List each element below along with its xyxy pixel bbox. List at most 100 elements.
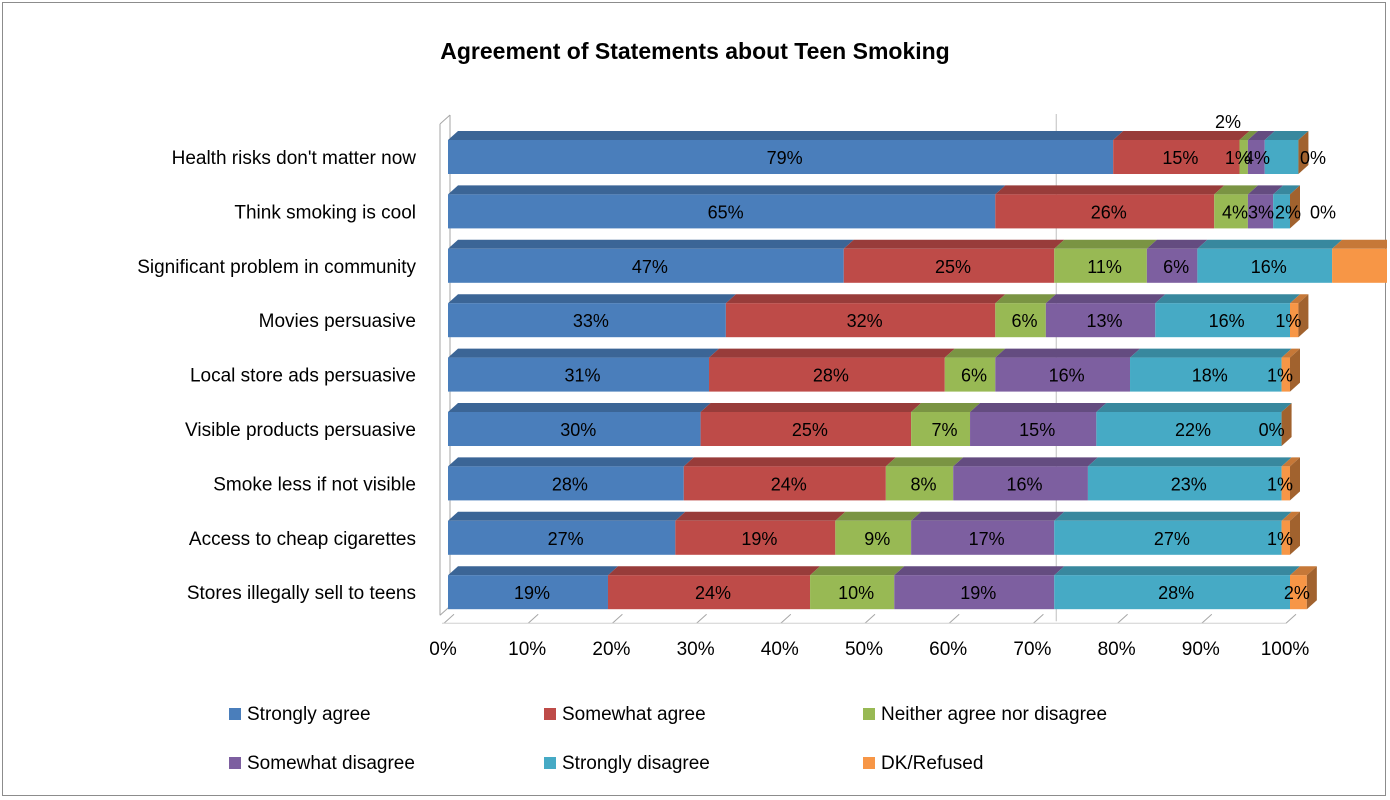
bar-segment — [448, 403, 711, 446]
bar-segment — [1247, 131, 1275, 174]
bar-top-face — [448, 239, 854, 249]
bar-segment — [448, 185, 1006, 229]
data-label: 28% — [552, 474, 588, 494]
legend-item: DK/Refused — [863, 753, 983, 774]
bar-segment — [1087, 457, 1292, 501]
stacked-bar-chart: Agreement of Statements about Teen Smoki… — [137, 38, 1387, 774]
data-label: 15% — [1019, 420, 1055, 440]
bar-segment — [1197, 239, 1343, 283]
category-label: Significant problem in community — [137, 257, 416, 278]
bar-top-face — [448, 511, 686, 521]
legend-label: DK/Refused — [881, 753, 983, 774]
data-label: 2% — [1215, 112, 1241, 132]
data-label: 0% — [1259, 420, 1285, 440]
bar-segment — [810, 566, 905, 610]
data-label: 79% — [767, 148, 803, 168]
bar-front-face — [810, 575, 895, 610]
floor-tick — [527, 613, 539, 624]
bar-segment — [1155, 294, 1300, 338]
bar-top-face — [1281, 457, 1300, 467]
data-label: 25% — [935, 257, 971, 277]
data-label: 19% — [741, 529, 777, 549]
data-label: 0% — [1310, 202, 1336, 222]
floor-tick — [780, 613, 792, 624]
bar-segment — [448, 239, 854, 283]
bar-top-face — [1273, 185, 1300, 195]
bar-front-face — [911, 520, 1055, 555]
bar-top-face — [1146, 239, 1208, 249]
data-label: 1% — [1225, 148, 1251, 168]
x-tick-label: 10% — [508, 639, 546, 660]
data-label: 4% — [1244, 148, 1270, 168]
data-label: 9% — [864, 529, 890, 549]
bar-front-face — [607, 575, 811, 610]
data-label: 6% — [1012, 311, 1038, 331]
x-axis-ticks: 0% 10% 20% 30% 40% 50% 60% 70% 80% 90% 100% — [429, 639, 1309, 660]
data-label: 65% — [708, 202, 744, 222]
bar-segment — [1054, 511, 1292, 555]
bar-side-face — [1290, 457, 1300, 501]
bar-segment — [709, 348, 955, 392]
bar-front-face — [995, 357, 1131, 392]
bar-top-face — [995, 348, 1141, 358]
bar-segment — [1264, 131, 1309, 174]
bar-top-face — [675, 511, 846, 521]
bar-top-face — [1290, 566, 1317, 576]
bar-top-face — [1239, 131, 1258, 140]
bar-front-face — [1155, 303, 1290, 338]
bar-side-face — [1290, 185, 1300, 229]
bar-front-face — [1239, 140, 1248, 174]
bar-segment — [1332, 239, 1387, 283]
floor-tick — [1285, 613, 1297, 624]
bar-top-face — [1054, 566, 1300, 576]
category-label: Access to cheap cigarettes — [189, 529, 416, 550]
data-label: 13% — [1087, 311, 1123, 331]
data-label: 16% — [1251, 257, 1287, 277]
bar-top-face — [995, 294, 1056, 304]
legend-item: Strongly disagree — [544, 753, 710, 774]
data-label: 1% — [1267, 474, 1293, 494]
bar-segment — [448, 566, 618, 610]
legend-swatch — [544, 708, 556, 720]
bar-top-face — [1247, 131, 1275, 140]
bar-top-face — [1197, 239, 1343, 249]
category-label: Local store ads persuasive — [190, 366, 416, 387]
bar-top-face — [835, 511, 922, 521]
bar-top-face — [448, 348, 720, 358]
category-label: Smoke less if not visible — [213, 474, 416, 495]
x-tick-label: 0% — [429, 639, 457, 660]
bar-segment — [1281, 457, 1300, 501]
bar-top-face — [911, 403, 981, 412]
bar-front-face — [1054, 248, 1147, 283]
data-label: 31% — [564, 366, 600, 386]
category-label: Health risks don't matter now — [172, 148, 417, 169]
bar-top-face — [1054, 511, 1292, 521]
data-label: 16% — [1209, 311, 1245, 331]
bar-front-face — [1247, 140, 1265, 174]
bar-side-face — [1281, 403, 1292, 446]
x-tick-label: 70% — [1013, 639, 1051, 660]
floor-tick — [864, 613, 876, 624]
bar-segment — [894, 566, 1065, 610]
bar-segment — [1290, 566, 1317, 610]
bar-top-face — [1281, 511, 1300, 521]
data-label: 2% — [1275, 202, 1301, 222]
bar-front-face — [911, 412, 971, 446]
legend-swatch — [229, 708, 241, 720]
bar-segment — [953, 457, 1098, 501]
bar-front-face — [995, 194, 1215, 229]
bar-front-face — [448, 140, 1114, 174]
data-label: 3% — [1248, 202, 1274, 222]
data-label: 6% — [1163, 257, 1189, 277]
floor-tick — [612, 613, 623, 624]
bar-front-face — [448, 248, 844, 283]
legend: Strongly agree Somewhat agree Neither agre… — [229, 704, 1107, 774]
bar-segment — [1130, 348, 1292, 392]
bar-top-face — [607, 566, 821, 576]
bar-segment — [995, 348, 1141, 392]
bar-segment — [448, 131, 1124, 174]
bar-front-face — [944, 357, 996, 392]
bar-top-face — [1247, 185, 1284, 195]
bar-segment — [995, 294, 1056, 338]
bar-segment — [911, 511, 1065, 555]
